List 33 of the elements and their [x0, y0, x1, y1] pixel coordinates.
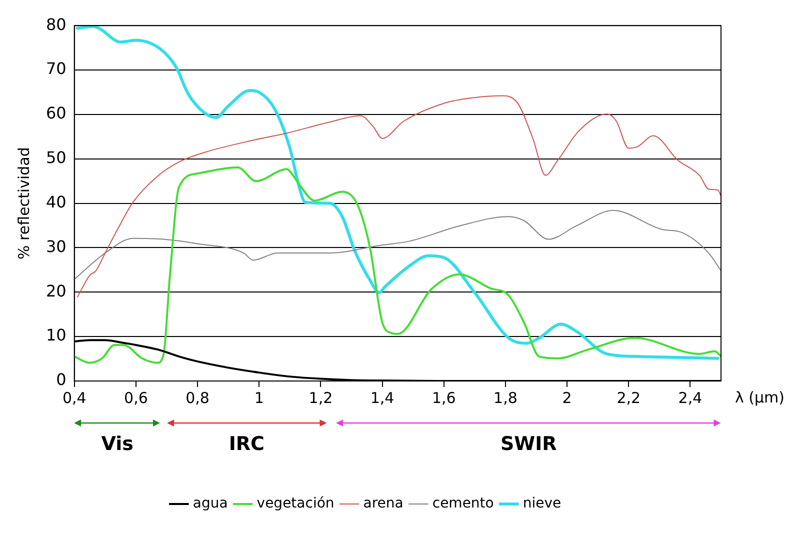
legend-label: arena — [363, 496, 404, 512]
y-tick-label: 0 — [56, 370, 66, 390]
x-tick-label: 2,4 — [678, 388, 702, 407]
x-tick-label: 1,4 — [370, 388, 394, 407]
text: IRC — [228, 433, 266, 455]
text: SWIR — [499, 433, 558, 455]
y-tick-label: 50 — [46, 148, 66, 168]
y-tick-label: 20 — [46, 281, 66, 300]
y-tick-label: 60 — [46, 104, 66, 123]
legend-label: cemento — [432, 496, 494, 512]
x-axis-title: λ (μm) — [735, 388, 785, 406]
line-series — [76, 95, 721, 298]
y-tick-label: 70 — [46, 59, 66, 78]
y-tick-label: 40 — [46, 192, 66, 212]
legend-label: agua — [192, 496, 228, 512]
x-tick-label: 2,2 — [616, 388, 641, 407]
line-series — [74, 210, 721, 280]
y-tick-label: 80 — [46, 14, 66, 34]
text: Vis — [100, 433, 134, 455]
x-tick-label: 2 — [562, 388, 572, 407]
x-tick-label: 1,2 — [308, 388, 333, 407]
legend-label: nieve — [522, 496, 562, 512]
x-tick-label: 0,4 — [62, 388, 86, 407]
x-tick-label: 0,6 — [124, 388, 148, 407]
x-tick-label: 1,8 — [494, 388, 518, 407]
x-tick-label: 0,8 — [186, 388, 210, 407]
y-tick-label: 10 — [46, 326, 66, 345]
y-axis-title: % reflectividad — [14, 147, 33, 260]
legend-label: vegetación — [256, 496, 334, 512]
x-tick-label: 1 — [254, 388, 264, 407]
x-tick-label: 1,6 — [432, 388, 456, 407]
line-series — [74, 166, 721, 364]
y-tick-label: 30 — [46, 236, 66, 256]
